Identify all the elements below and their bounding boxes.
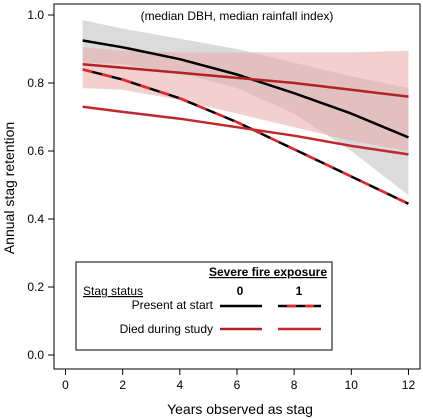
legend-box [75, 261, 333, 351]
y-tick-label: 0.2 [27, 280, 44, 294]
y-tick-label: 1.0 [27, 8, 44, 22]
legend: Severe fire exposure Stag status 0 1 Pre… [75, 261, 333, 351]
legend-col-0: 0 [237, 284, 244, 298]
series-line-0 [82, 39, 409, 139]
y-tick-label: 0.0 [27, 348, 44, 362]
x-tick-label: 12 [402, 378, 416, 392]
legend-col-1: 1 [296, 284, 303, 298]
legend-column-header: Severe fire exposure [209, 265, 327, 279]
ci-band-2 [82, 47, 409, 151]
x-tick-label: 6 [234, 378, 241, 392]
y-axis-ticks: 0.0 0.2 0.4 0.6 0.8 1.0 [27, 8, 54, 362]
y-axis-title: Annual stag retention [1, 122, 17, 254]
x-tick-label: 4 [176, 378, 183, 392]
chart-annotation: (median DBH, median rainfall index) [141, 9, 334, 23]
x-axis-title: Years observed as stag [167, 401, 313, 417]
y-tick-label: 0.6 [27, 144, 44, 158]
legend-row-died: Died during study [120, 322, 213, 336]
series-line-2 [82, 63, 409, 98]
y-tick-label: 0.8 [27, 76, 44, 90]
y-tick-label: 0.4 [27, 212, 44, 226]
x-tick-label: 2 [119, 378, 126, 392]
x-axis-ticks: 0 2 4 6 8 10 12 [62, 369, 415, 392]
x-tick-label: 0 [62, 378, 69, 392]
series-lines [82, 39, 409, 205]
series-line-3 [82, 105, 409, 156]
series-line-1-dash [82, 68, 409, 205]
legend-title: Stag status [83, 284, 143, 298]
x-tick-label: 8 [291, 378, 298, 392]
confidence-bands [82, 20, 409, 196]
legend-row-present: Present at start [132, 298, 214, 312]
x-tick-label: 10 [345, 378, 359, 392]
